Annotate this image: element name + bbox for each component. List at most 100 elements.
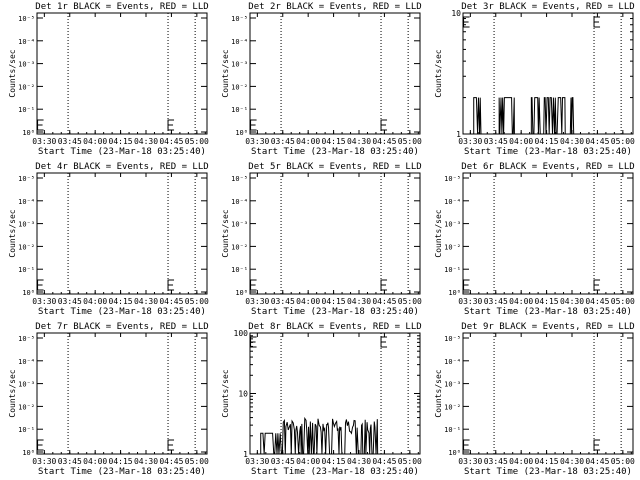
y-axis-label: Counts/sec — [8, 49, 17, 97]
y-tick-label: 10⁻³ — [444, 221, 461, 229]
panel-title: Det 9r BLACK = Events, RED = LLD — [461, 322, 634, 332]
plot-frame — [462, 332, 634, 455]
x-tick-label: 04:00 — [509, 297, 533, 306]
y-tick-label: 10⁻⁵ — [444, 335, 461, 343]
panel-det-9: Det 9r BLACK = Events, RED = LLD 03:30 03:… — [434, 322, 635, 477]
x-axis-label: Start Time (23-Mar-18 03:25:40) — [464, 307, 632, 317]
y-tick-label: 10⁻² — [231, 243, 248, 251]
x-tick-label: 04:45 — [372, 457, 396, 466]
x-axis-label: Start Time (23-Mar-18 03:25:40) — [38, 467, 206, 477]
x-tick-label: 04:45 — [372, 137, 396, 146]
y-tick-label: 1 — [243, 450, 248, 459]
x-tick-label: 05:00 — [398, 457, 422, 466]
error-bar-marker — [167, 119, 175, 131]
x-tick-label: 03:45 — [484, 457, 508, 466]
x-tick-label: 04:30 — [347, 457, 371, 466]
panel-title: Det 5r BLACK = Events, RED = LLD — [248, 162, 421, 172]
error-bar-marker — [167, 279, 175, 291]
x-tick-label: 03:30 — [32, 137, 56, 146]
y-tick-label: 10⁻³ — [18, 61, 35, 69]
error-bar-marker — [37, 119, 44, 131]
panel-det-2: Det 2r BLACK = Events, RED = LLD 03:30 03:… — [221, 2, 422, 157]
x-axis-label: Start Time (23-Mar-18 03:25:40) — [464, 467, 632, 477]
plot-frame — [36, 172, 208, 295]
y-axis-label: Counts/sec — [434, 209, 443, 257]
x-tick-label: 04:15 — [109, 297, 133, 306]
x-tick-label: 04:15 — [535, 137, 559, 146]
x-tick-label: 05:00 — [398, 137, 422, 146]
panel-title: Det 4r BLACK = Events, RED = LLD — [35, 162, 208, 172]
x-tick-label: 04:00 — [83, 137, 107, 146]
x-tick-label: 04:00 — [296, 137, 320, 146]
x-tick-label: 04:45 — [159, 297, 183, 306]
x-axis-label: Start Time (23-Mar-18 03:25:40) — [251, 147, 419, 157]
plot-frame — [36, 332, 208, 455]
x-tick-label: 05:00 — [185, 137, 209, 146]
y-tick-label: 10⁻⁴ — [444, 198, 461, 206]
error-bar-marker — [250, 119, 257, 131]
error-bar-marker — [593, 16, 601, 28]
y-tick-label: 10⁰ — [448, 289, 461, 297]
x-tick-label: 04:45 — [585, 457, 609, 466]
x-tick-label: 04:30 — [560, 137, 584, 146]
y-tick-label: 10⁻³ — [444, 381, 461, 389]
y-tick-label: 10⁻² — [444, 403, 461, 411]
x-tick-label: 05:00 — [611, 297, 635, 306]
x-tick-label: 04:15 — [322, 297, 346, 306]
y-tick-label: 10⁻⁵ — [231, 15, 248, 23]
x-tick-label: 04:00 — [83, 297, 107, 306]
x-tick-label: 04:00 — [509, 457, 533, 466]
error-bar-marker — [463, 279, 470, 291]
x-axis-label: Start Time (23-Mar-18 03:25:40) — [38, 147, 206, 157]
y-tick-label: 10⁻¹ — [18, 106, 35, 114]
y-tick-label: 10⁻⁴ — [231, 38, 248, 46]
panel-det-6: Det 6r BLACK = Events, RED = LLD 03:30 03:… — [434, 162, 635, 317]
error-bar-marker — [593, 439, 601, 451]
y-tick-label: 10⁻³ — [231, 221, 248, 229]
plot-frame — [462, 12, 634, 135]
x-tick-label: 04:30 — [347, 137, 371, 146]
y-axis-label: Counts/sec — [434, 49, 443, 97]
x-tick-label: 03:30 — [245, 137, 269, 146]
x-tick-label: 04:00 — [509, 137, 533, 146]
x-tick-label: 04:30 — [134, 137, 158, 146]
y-tick-label: 10⁻⁴ — [18, 358, 35, 366]
y-tick-label: 1 — [456, 130, 461, 139]
x-axis-label: Start Time (23-Mar-18 03:25:40) — [464, 147, 632, 157]
x-tick-label: 04:15 — [109, 137, 133, 146]
plot-frame — [249, 172, 421, 295]
x-tick-label: 03:45 — [271, 137, 295, 146]
y-tick-label: 10⁰ — [448, 449, 461, 457]
panel-det-4: Det 4r BLACK = Events, RED = LLD 03:30 03:… — [8, 162, 209, 317]
error-bar-marker — [250, 336, 257, 348]
plot-frame — [36, 12, 208, 135]
y-tick-label: 10⁻³ — [18, 221, 35, 229]
error-bar-marker — [167, 439, 175, 451]
x-tick-label: 04:30 — [560, 297, 584, 306]
x-tick-label: 03:30 — [245, 457, 269, 466]
x-tick-label: 03:30 — [458, 297, 482, 306]
error-bar-marker — [250, 279, 257, 291]
plot-frame — [249, 12, 421, 135]
y-tick-label: 10⁻¹ — [18, 426, 35, 434]
panel-title: Det 1r BLACK = Events, RED = LLD — [35, 2, 208, 12]
x-tick-label: 04:00 — [296, 457, 320, 466]
y-axis-label: Counts/sec — [434, 369, 443, 417]
x-tick-label: 03:45 — [58, 137, 82, 146]
y-tick-label: 10⁻⁵ — [231, 175, 248, 183]
y-tick-label: 10⁻¹ — [231, 266, 248, 274]
y-tick-label: 10⁻⁴ — [444, 358, 461, 366]
x-tick-label: 04:45 — [159, 137, 183, 146]
x-tick-label: 04:15 — [322, 137, 346, 146]
panel-title: Det 7r BLACK = Events, RED = LLD — [35, 322, 208, 332]
error-bar-marker — [380, 119, 388, 131]
y-tick-label: 10⁻² — [444, 243, 461, 251]
x-tick-label: 03:30 — [32, 297, 56, 306]
error-bar-marker — [37, 439, 44, 451]
y-tick-label: 10⁻³ — [18, 381, 35, 389]
x-tick-label: 03:45 — [271, 297, 295, 306]
y-tick-label: 10⁻¹ — [231, 106, 248, 114]
error-bar-marker — [37, 279, 44, 291]
x-tick-label: 05:00 — [185, 297, 209, 306]
x-tick-label: 04:30 — [560, 457, 584, 466]
